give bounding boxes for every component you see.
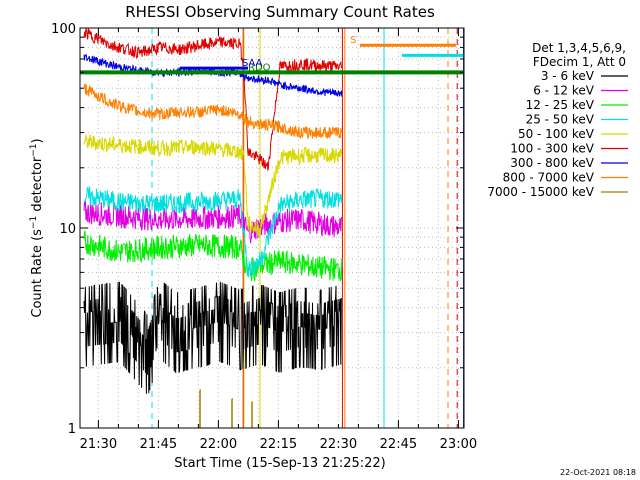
y-axis-label-mid: detector <box>30 156 45 216</box>
series-6-12-kev <box>83 200 343 244</box>
series-line <box>83 28 343 171</box>
series-line <box>83 185 343 278</box>
series-line <box>83 281 342 394</box>
series-7000-15000-kev <box>199 389 253 428</box>
legend-label: 7000 - 15000 keV <box>487 185 594 199</box>
y-tick-label: 1 <box>68 422 76 437</box>
legend-label: 300 - 800 keV <box>510 156 594 170</box>
timestamp: 22-Oct-2021 08:18 <box>560 468 636 477</box>
x-axis-label: Start Time (15-Sep-13 21:25:22) <box>174 456 385 471</box>
flag-label: SAA <box>242 58 263 69</box>
series-line <box>83 134 343 239</box>
series-3-6-kev <box>83 281 342 394</box>
series-12-25-kev <box>83 229 343 282</box>
y-tick-label: 100 <box>51 22 76 37</box>
series-50-100-kev <box>83 134 343 239</box>
series-line <box>83 200 343 244</box>
x-tick-label: 23:00 <box>440 437 477 452</box>
series-800-7000-kev <box>83 82 343 140</box>
legend-header-line-2: FDecim 1, Att 0 <box>533 55 626 69</box>
legend-label: 6 - 12 keV <box>533 84 595 98</box>
flag-label: S <box>350 35 356 46</box>
legend-label: 3 - 6 keV <box>541 69 595 83</box>
y-axis-label-main: Count Rate (s <box>30 229 45 318</box>
x-axis-ticks: 21:30 21:45 22:00 22:15 22:30 22:45 23:00 <box>80 28 477 452</box>
series-line <box>83 82 343 140</box>
series-line <box>83 229 343 282</box>
chart-title: RHESSI Observing Summary Count Rates <box>125 3 435 21</box>
series-25-50-kev <box>83 185 343 278</box>
x-tick-label: 22:00 <box>200 437 237 452</box>
y-axis-ticks: 1 10 100 <box>51 22 464 437</box>
y-axis-label-end: ) <box>30 138 45 143</box>
legend-header-line-1: Det 1,3,4,5,6,9, <box>532 41 626 55</box>
y-tick-label: 10 <box>59 222 76 237</box>
legend-label: 12 - 25 keV <box>526 98 595 112</box>
x-tick-label: 22:15 <box>260 437 297 452</box>
x-tick-label: 21:30 <box>80 437 117 452</box>
legend-label: 100 - 300 keV <box>510 142 594 156</box>
legend-label: 50 - 100 keV <box>518 127 595 141</box>
x-tick-label: 22:30 <box>320 437 357 452</box>
legend-label: 25 - 50 keV <box>526 113 595 127</box>
x-tick-label: 22:45 <box>380 437 417 452</box>
y-axis-label-exp2: −1 <box>29 143 39 156</box>
series-100-300-kev <box>83 28 343 171</box>
y-axis-label: Count Rate (s−1 detector−1) <box>29 138 45 317</box>
legend-label: 800 - 7000 keV <box>503 171 595 185</box>
flag-label: RDO <box>248 62 271 73</box>
x-tick-label: 21:45 <box>140 437 177 452</box>
legend: Det 1,3,4,5,6,9, FDecim 1, Att 0 3 - 6 k… <box>487 41 628 199</box>
y-axis-label-exp1: −1 <box>29 216 39 229</box>
